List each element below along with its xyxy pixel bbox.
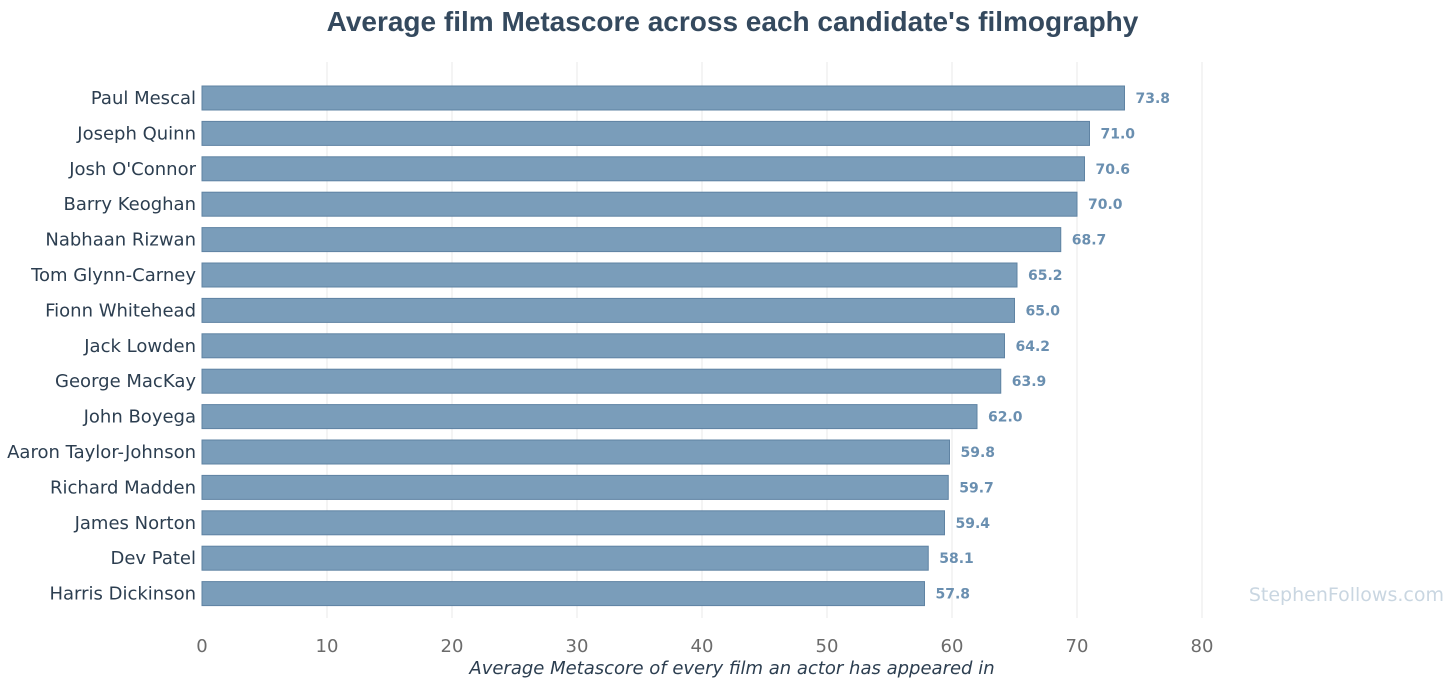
- data-label: 63.9: [1012, 374, 1047, 390]
- x-tick-label: 70: [1066, 636, 1089, 657]
- category-label: Nabhaan Rizwan: [45, 230, 196, 251]
- data-label: 64.2: [1016, 339, 1051, 355]
- bar: [201, 191, 1078, 217]
- category-label: Richard Madden: [50, 477, 196, 498]
- bar: [201, 545, 929, 571]
- x-tick-label: 10: [316, 636, 339, 657]
- category-label: John Boyega: [83, 407, 196, 428]
- data-label: 65.0: [1026, 303, 1061, 319]
- bars: Paul Mescal 73.8 Joseph Quinn 71.0 Josh O'Co…: [7, 85, 1171, 607]
- bar: [201, 439, 950, 465]
- category-label: Harris Dickinson: [49, 584, 196, 605]
- data-label: 58.1: [939, 551, 974, 567]
- x-tick-label: 30: [566, 636, 589, 657]
- x-axis-label: Average Metascore of every film an actor…: [469, 658, 995, 679]
- data-label: 71.0: [1101, 126, 1136, 142]
- data-label: 59.8: [961, 445, 996, 461]
- category-label: Joseph Quinn: [76, 123, 196, 144]
- bar: [201, 404, 978, 430]
- x-tick-label: 80: [1191, 636, 1214, 657]
- bar: [201, 368, 1002, 394]
- bar: [201, 581, 925, 607]
- data-label: 59.7: [959, 480, 994, 496]
- data-label: 68.7: [1072, 233, 1107, 249]
- x-tick-label: 50: [816, 636, 839, 657]
- bar: [201, 333, 1005, 359]
- category-label: Aaron Taylor-Johnson: [7, 442, 196, 463]
- bar: [201, 474, 949, 500]
- data-label: 59.4: [956, 516, 991, 532]
- bar: [201, 156, 1085, 182]
- x-tick-labels: 0 10 20 30 40 50 60 70 80: [196, 636, 1213, 657]
- category-label: Fionn Whitehead: [45, 300, 196, 321]
- data-label: 73.8: [1136, 91, 1171, 107]
- data-label: 65.2: [1028, 268, 1063, 284]
- x-tick-label: 60: [941, 636, 964, 657]
- category-label: Dev Patel: [110, 548, 196, 569]
- category-label: Jack Lowden: [83, 336, 196, 357]
- x-tick-label: 40: [691, 636, 714, 657]
- category-label: Tom Glynn-Carney: [30, 265, 196, 286]
- x-tick-label: 0: [196, 636, 207, 657]
- category-label: Barry Keoghan: [63, 194, 196, 215]
- category-label: Josh O'Connor: [68, 159, 196, 180]
- x-tick-label: 20: [441, 636, 464, 657]
- category-label: George MacKay: [55, 371, 196, 392]
- data-label: 62.0: [988, 410, 1023, 426]
- watermark: StephenFollows.com: [1248, 584, 1444, 606]
- bar: [201, 227, 1062, 253]
- data-label: 70.0: [1088, 197, 1123, 213]
- bar: [201, 262, 1018, 288]
- bar: [201, 510, 945, 536]
- category-label: James Norton: [74, 513, 196, 534]
- bar: [201, 120, 1090, 146]
- data-label: 57.8: [936, 587, 971, 603]
- bar: [201, 297, 1015, 323]
- bar: [201, 85, 1125, 111]
- category-label: Paul Mescal: [91, 88, 196, 109]
- data-label: 70.6: [1096, 162, 1131, 178]
- chart-title: Average film Metascore across each candi…: [326, 6, 1139, 37]
